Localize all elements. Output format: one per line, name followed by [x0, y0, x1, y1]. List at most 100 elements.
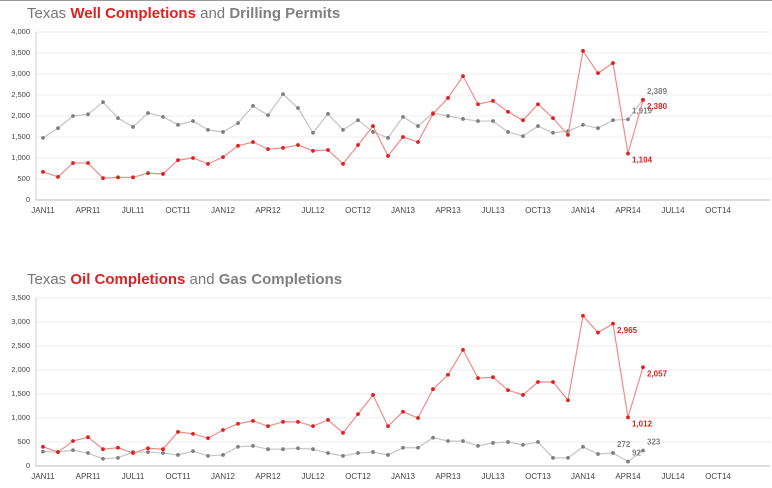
data-label: 2,057: [647, 369, 668, 378]
data-point: [161, 451, 165, 455]
data-point: [41, 135, 45, 140]
data-point: [191, 156, 195, 160]
data-point: [131, 175, 135, 180]
title-text: Texas: [27, 271, 66, 288]
data-point: [641, 365, 645, 370]
y-tick-label: 4,000: [11, 27, 30, 36]
data-point: [86, 435, 90, 440]
data-point: [416, 445, 420, 450]
data-point: [611, 451, 615, 455]
data-point: [581, 122, 585, 127]
data-point: [581, 49, 585, 53]
data-point: [266, 447, 270, 452]
data-point: [356, 143, 360, 147]
legend-entry: Gas Completions: [219, 271, 342, 288]
data-point: [386, 154, 390, 158]
data-point: [311, 148, 315, 153]
x-tick-label: JUL12: [301, 472, 325, 481]
x-tick-label: JAN13: [391, 472, 416, 481]
data-point: [206, 436, 210, 441]
data-point: [281, 419, 285, 424]
data-point: [506, 130, 510, 134]
data-point: [176, 453, 180, 457]
data-point: [71, 114, 75, 118]
chart-title: Texas Oil Completions and Gas Completion…: [27, 271, 342, 288]
data-point: [86, 112, 90, 117]
data-point: [446, 96, 450, 100]
data-point: [626, 117, 630, 122]
data-point: [521, 118, 525, 123]
x-tick-label: OCT13: [525, 206, 551, 215]
y-tick-label: 1,500: [11, 132, 30, 141]
data-point: [191, 119, 195, 123]
data-point: [401, 409, 405, 414]
series-line: [42, 49, 644, 179]
data-point: [161, 114, 165, 119]
data-point: [491, 119, 495, 123]
data-point: [386, 135, 390, 140]
data-point: [386, 453, 390, 457]
data-point: [521, 393, 525, 397]
y-tick-label: 0: [26, 195, 30, 204]
data-label: 92: [632, 449, 641, 458]
data-point: [551, 130, 555, 135]
data-point: [506, 109, 510, 114]
data-point: [446, 372, 450, 377]
data-point: [446, 114, 450, 118]
data-point: [296, 446, 300, 451]
data-point: [86, 451, 90, 455]
data-point: [341, 454, 345, 458]
data-point: [56, 450, 60, 454]
data-point: [476, 102, 480, 107]
x-tick-label: JUL11: [122, 472, 145, 481]
data-point: [176, 158, 180, 163]
data-label: 323: [647, 438, 661, 447]
chart-title: Texas Well Completions and Drilling Perm…: [27, 5, 340, 22]
y-tick-label: 0: [26, 461, 30, 470]
data-point: [356, 118, 360, 123]
data-point: [161, 447, 165, 452]
data-point: [221, 428, 225, 432]
legend-entry: Well Completions: [70, 5, 196, 22]
data-point: [101, 176, 105, 181]
x-tick-label: APR14: [615, 206, 641, 215]
data-point: [536, 124, 540, 128]
data-point: [251, 443, 255, 448]
data-point: [326, 418, 330, 422]
data-point: [116, 445, 120, 450]
y-tick-label: 1,000: [11, 413, 30, 422]
data-point: [611, 61, 615, 65]
data-point: [56, 126, 60, 131]
data-label: 1,919: [632, 107, 653, 116]
data-point: [161, 172, 165, 176]
x-tick-label: JAN13: [391, 206, 416, 215]
data-point: [176, 122, 180, 127]
data-point: [131, 451, 135, 455]
x-tick-label: JUL12: [301, 206, 325, 215]
data-point: [536, 102, 540, 107]
data-point: [416, 140, 420, 144]
x-tick-label: APR13: [435, 472, 461, 481]
data-point: [146, 450, 150, 454]
data-point: [566, 398, 570, 403]
y-tick-label: 1,000: [11, 153, 30, 162]
data-point: [221, 453, 225, 457]
x-tick-label: APR14: [615, 472, 641, 481]
data-point: [626, 151, 630, 156]
x-tick-label: OCT13: [525, 472, 551, 481]
data-point: [431, 112, 435, 116]
data-point: [311, 130, 315, 135]
data-point: [611, 118, 615, 123]
data-point: [56, 175, 60, 179]
data-point: [641, 448, 645, 453]
data-point: [146, 111, 150, 115]
y-tick-label: 3,000: [11, 317, 30, 326]
data-point: [296, 106, 300, 110]
data-point: [476, 376, 480, 381]
data-point: [476, 119, 480, 123]
data-point: [326, 148, 330, 152]
data-point: [416, 124, 420, 128]
data-point: [251, 140, 255, 144]
data-point: [341, 430, 345, 435]
